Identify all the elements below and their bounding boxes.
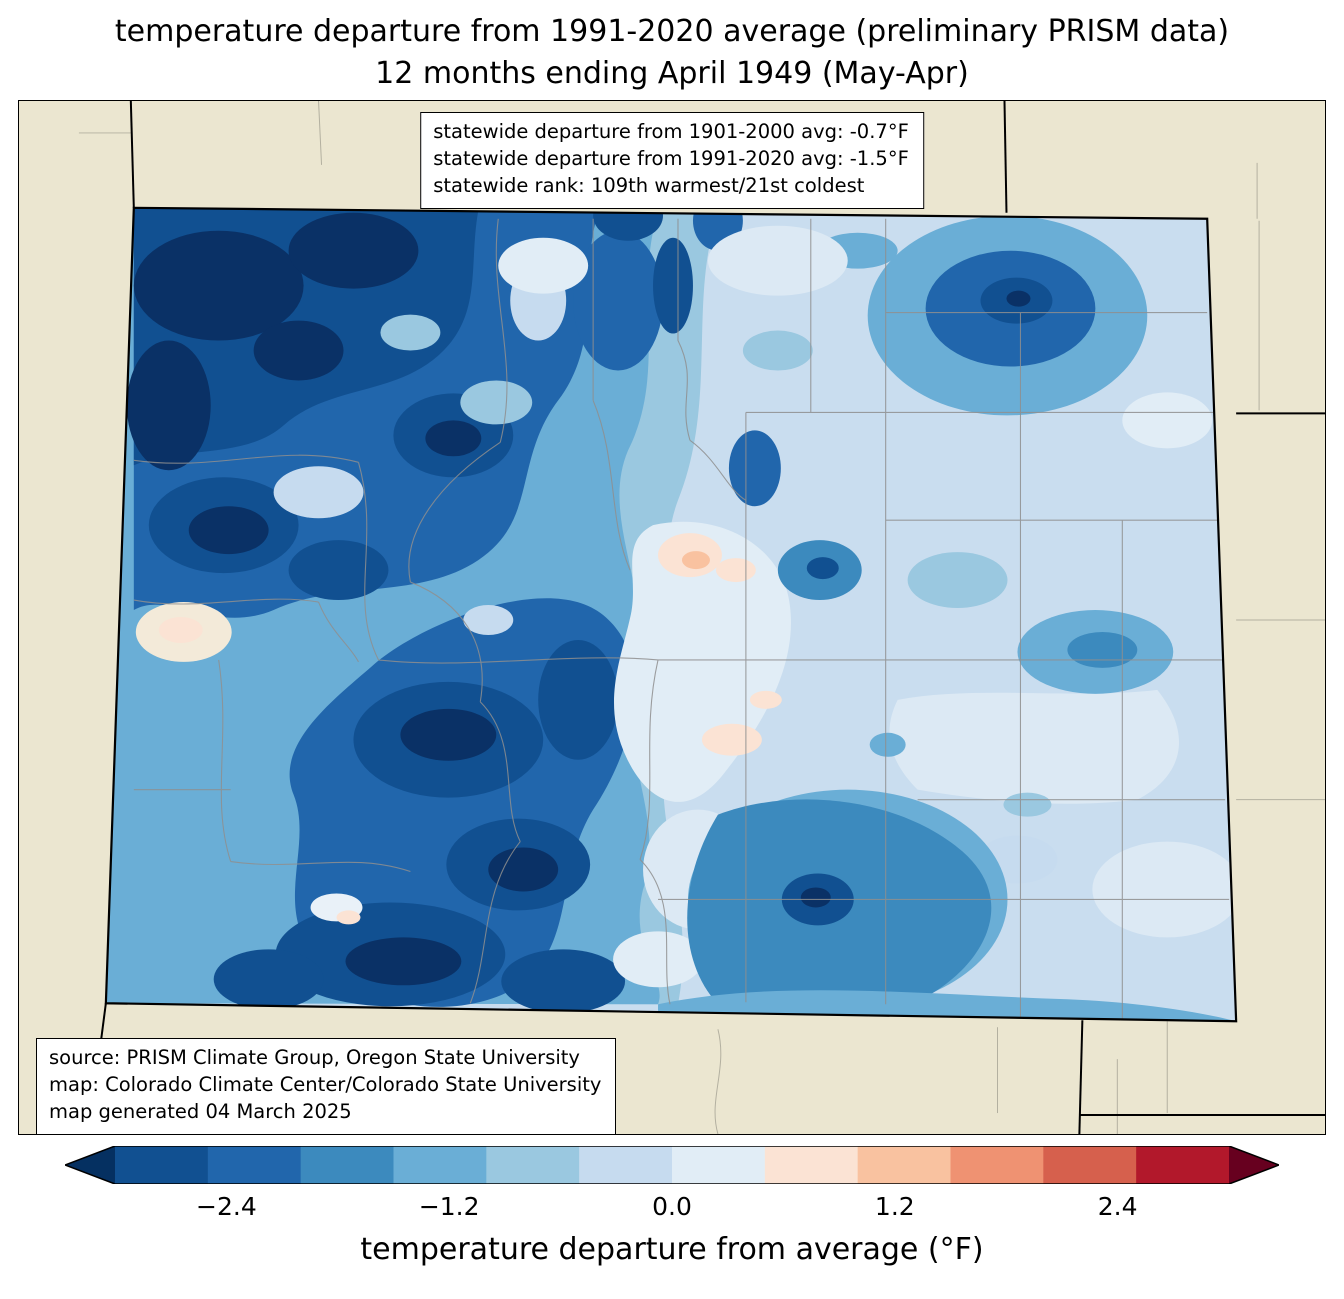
source-box: source: PRISM Climate Group, Oregon Stat…	[36, 1038, 617, 1135]
colorbar-tick-label: 2.4	[1097, 1192, 1138, 1221]
colorbar-ticks: −2.4 −1.2 0.0 1.2 2.4	[65, 1192, 1279, 1224]
state-border	[104, 206, 1238, 1023]
colorado-map	[19, 101, 1325, 1134]
colorbar-axis-label: temperature departure from average (°F)	[360, 1232, 984, 1267]
colorbar-tick-label: 0.0	[652, 1192, 692, 1221]
source-line-1: source: PRISM Climate Group, Oregon Stat…	[49, 1046, 580, 1069]
colorbar	[65, 1146, 1279, 1184]
page-title-line2: 12 months ending April 1949 (May-Apr)	[375, 56, 969, 91]
county-lines	[133, 218, 1230, 1022]
colorbar-tick-label: −2.4	[196, 1192, 257, 1221]
colorbar-tick-label: −1.2	[418, 1192, 480, 1221]
source-line-3: map generated 04 March 2025	[49, 1099, 352, 1123]
stats-box: statewide departure from 1901-2000 avg: …	[420, 112, 924, 209]
stats-line-3: statewide rank: 109th warmest/21st colde…	[433, 173, 865, 197]
colorbar-tick-label: 1.2	[874, 1192, 915, 1221]
colorbar-svg	[65, 1146, 1279, 1184]
stats-line-2: statewide departure from 1991-2020 avg: …	[433, 146, 909, 170]
source-line-2: map: Colorado Climate Center/Colorado St…	[49, 1072, 602, 1096]
page-title-line1: temperature departure from 1991-2020 ave…	[114, 14, 1230, 49]
map-figure	[18, 100, 1326, 1135]
stats-line-1: statewide departure from 1901-2000 avg: …	[433, 120, 909, 143]
